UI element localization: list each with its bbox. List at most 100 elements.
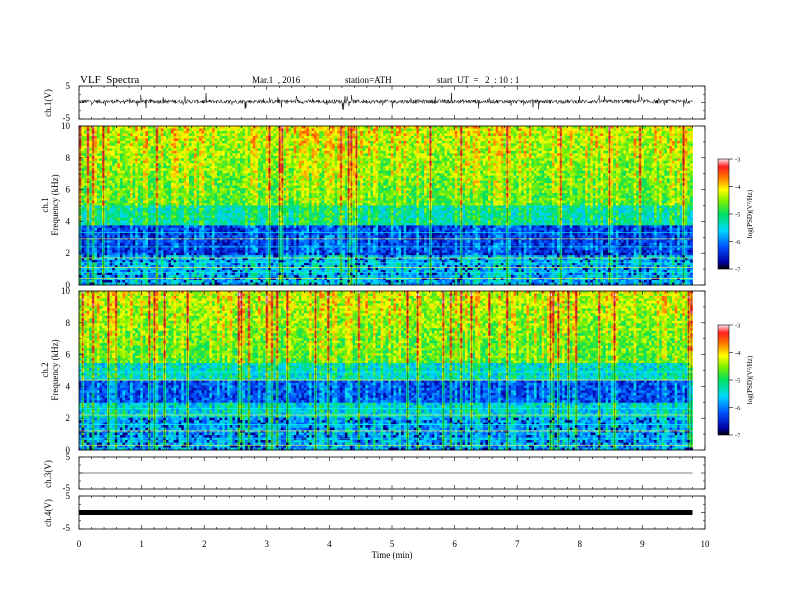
spectrogram-cell [109,135,113,139]
spectrogram-cell [646,170,650,174]
spectrogram-cell [546,128,550,132]
spectrogram-cell [421,158,425,162]
spectrogram-cell [413,128,417,132]
spectrogram-cell [659,153,663,157]
spectrogram-cell [444,173,448,177]
spectrogram-cell [689,143,693,147]
spectrogram-cell [470,145,474,149]
spectrogram-cell [117,133,121,137]
spectrogram-cell [301,148,305,152]
spectrogram-cell [362,135,366,139]
spectrogram-cell [401,126,405,129]
spectrogram-cell [309,150,313,154]
spectrogram-cell [434,145,438,149]
spectrogram-cell [393,150,397,154]
spectrogram-cell [104,160,108,164]
spectrogram-cell [104,150,108,154]
spectrogram-cell [107,175,111,179]
spectrogram-cell [516,143,520,147]
spectrogram-cell [227,145,231,149]
spectrogram-cell [651,160,655,164]
spectrogram-cell [620,126,624,129]
spectrogram-cell [385,170,389,174]
spectrogram-cell [306,160,310,164]
spectrogram-cell [666,135,670,139]
spectrogram-cell [541,150,545,154]
spectrogram-cell [521,150,525,154]
spectrogram-cell [470,133,474,137]
spectrogram-cell [654,126,658,129]
spectrogram-cell [370,160,374,164]
spectrogram-cell [444,155,448,159]
spectrogram-cell [388,160,392,164]
spectrogram-cell [531,133,535,137]
spectrogram-cell [510,173,514,177]
spectrogram-cell [173,173,177,177]
spectrogram-cell [375,163,379,167]
spectrogram-cell [546,168,550,172]
spectrogram-cell [649,160,652,164]
spectrogram-cell [321,158,325,162]
spectrogram-cell [669,130,673,134]
spectrogram-cell [176,170,180,174]
spectrogram-cell [385,133,389,137]
spectrogram-cell [84,165,88,169]
spectrogram-cell [454,126,458,129]
spectrogram-cell [390,173,394,177]
spectrogram-cell [263,163,266,167]
spectrogram-cell [158,126,162,129]
spectrogram-cell [257,150,261,154]
spectrogram-cell [306,163,310,167]
spectrogram-cell [112,148,116,152]
spectrogram-cell [229,170,233,174]
spectrogram-cell [168,148,172,152]
spectrogram-cell [493,160,497,164]
spectrogram-cell [311,165,315,169]
spectrogram-cell [426,158,430,162]
spectrogram-cell [211,173,215,177]
spectrogram-cell [132,170,136,174]
spectrogram-cell [319,135,323,139]
spectrogram-cell [81,130,85,134]
spectrogram-cell [526,133,530,137]
spectrogram-cell [659,173,663,177]
spectrogram-cell [125,128,128,132]
spectrogram-cell [245,133,249,137]
spectrogram-cell [564,170,568,174]
spectrogram-cell [150,153,154,157]
spectrogram-cell [577,140,581,144]
spectrogram-cell [165,153,169,157]
spectrogram-cell [117,153,121,157]
spectrogram-cell [605,145,609,149]
spectrogram-cell [194,138,197,142]
spectrogram-cell [539,173,543,177]
spectrogram-cell [567,148,571,152]
spectrogram-cell [165,150,169,154]
spectrogram-cell [145,163,149,167]
spectrogram-cell [125,173,128,177]
spectrogram-cell [613,165,617,169]
spectrogram-cell [142,148,146,152]
spectrogram-cell [211,135,215,139]
spectrogram-cell [109,130,113,134]
spectrogram-cell [352,153,356,157]
spectrogram-cell [117,145,121,149]
spectrogram-cell [183,155,187,159]
spectrogram-cell [498,135,502,139]
spectrogram-cell [574,135,578,139]
spectrogram-cell [620,153,624,157]
spectrogram-cell [464,173,468,177]
spectrogram-cell [288,160,292,164]
spectrogram-cell [631,148,635,152]
spectrogram-cell [378,133,382,137]
spectrogram-cell [449,168,453,172]
spectrogram-cell [398,143,402,147]
spectrogram-cell [431,173,435,177]
spectrogram-cell [188,170,192,174]
spectrogram-cell [388,165,392,169]
spectrogram-cell [687,133,691,137]
spectrogram-cell [388,168,392,172]
spectrogram-cell [217,173,220,177]
spectrogram-cell [413,143,417,147]
spectrogram-cell [513,130,517,134]
